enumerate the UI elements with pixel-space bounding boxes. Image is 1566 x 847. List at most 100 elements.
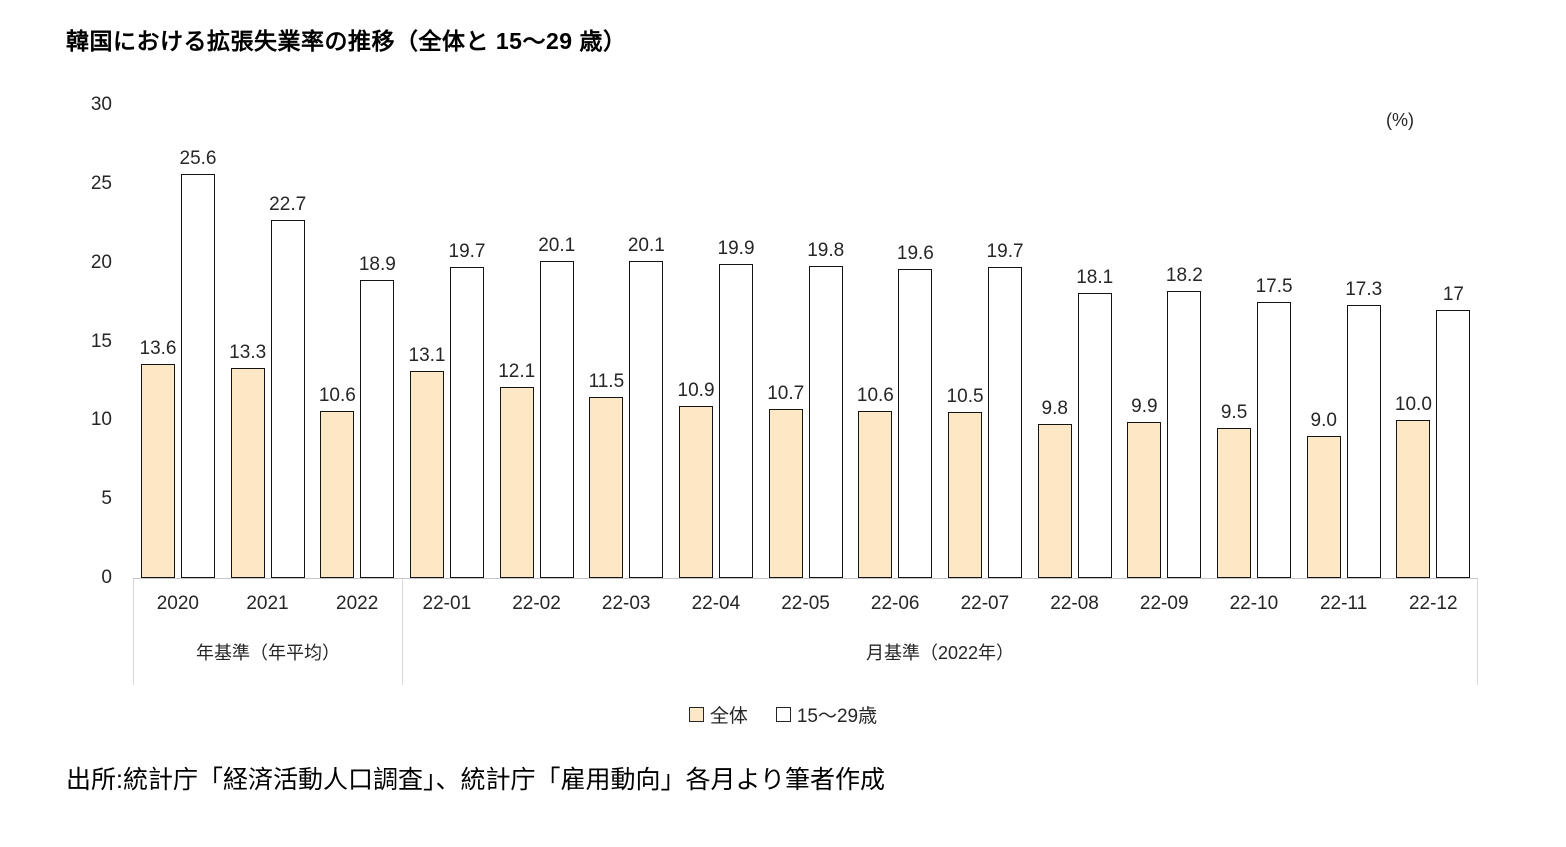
category-group: 13.3 22.7	[223, 105, 313, 578]
value-label-age15-29: 20.1	[627, 235, 665, 257]
legend-label-zentai: 全体	[709, 706, 748, 727]
y-tick-label: 20	[90, 251, 112, 273]
category-group: 10.6 18.9	[312, 105, 402, 578]
category-label: 22-02	[512, 593, 561, 614]
category-label: 22-10	[1229, 593, 1279, 614]
bar-age15-29	[898, 268, 933, 578]
category-group: 9.9 18.2	[1119, 105, 1209, 578]
category-group: 10.0 17	[1388, 105, 1478, 578]
bar-age15-29	[1167, 291, 1202, 578]
legend: 全体 15～29歳	[0, 701, 1566, 728]
category-group: 10.9 19.9	[671, 105, 761, 578]
bar-age15-29	[1346, 305, 1381, 578]
bar-age15-29	[1436, 309, 1471, 578]
bar-age15-29	[360, 280, 395, 578]
value-label-zentai: 12.1	[498, 361, 536, 383]
value-label-zentai: 10.5	[946, 386, 984, 408]
value-label-age15-29: 19.6	[896, 242, 934, 264]
value-label-age15-29: 19.9	[717, 238, 755, 260]
axis-group-label: 月基準（2022年）	[865, 643, 1015, 663]
category-group: 9.0 17.3	[1299, 105, 1389, 578]
bar-zentai	[141, 363, 175, 578]
value-label-age15-29: 17	[1442, 283, 1464, 305]
value-label-age15-29: 20.1	[538, 235, 576, 257]
category-group: 10.7 19.8	[761, 105, 851, 578]
bar-age15-29	[1257, 302, 1292, 578]
value-label-age15-29: 18.9	[358, 254, 396, 276]
category-label: 2021	[246, 593, 289, 614]
category-group: 13.1 19.7	[402, 105, 492, 578]
category-label: 2020	[156, 593, 199, 614]
value-label-zentai: 11.5	[588, 370, 625, 392]
category-label: 22-04	[691, 593, 741, 614]
value-label-zentai: 10.0	[1394, 394, 1432, 416]
bar-zentai	[858, 410, 893, 578]
bar-zentai	[1217, 428, 1252, 578]
value-label-zentai: 13.3	[229, 342, 267, 364]
value-label-zentai: 10.6	[318, 384, 356, 406]
value-label-zentai: 13.1	[408, 345, 446, 367]
value-label-age15-29: 17.5	[1255, 276, 1293, 298]
bar-zentai	[499, 387, 534, 578]
chart-title: 韓国における拡張失業率の推移（全体と 15～29 歳）	[66, 28, 627, 54]
bar-zentai	[410, 371, 445, 578]
category-label: 22-06	[870, 593, 920, 614]
bar-zentai	[1037, 423, 1072, 578]
plot-area: 13.6 25.6 13.3 22.7 10.6 18.9 13.1 19.7 12.1 20.1…	[133, 105, 1478, 578]
category-label: 22-03	[601, 593, 651, 614]
value-label-zentai: 10.6	[856, 384, 894, 406]
legend-item-zentai: 全体	[688, 701, 748, 728]
x-axis: 2020 2021 2022 22-01 22-02 22-03 22-04 22-05 22-…	[133, 578, 1478, 685]
category-label: 22-08	[1050, 593, 1099, 614]
legend-label-age15-29: 15～29歳	[796, 706, 878, 727]
bar-age15-29	[719, 264, 754, 578]
value-label-zentai: 10.9	[677, 380, 715, 402]
value-label-age15-29: 18.2	[1165, 265, 1203, 287]
y-tick-label: 5	[101, 488, 112, 510]
value-label-zentai: 9.8	[1041, 397, 1068, 419]
y-tick-label: 0	[101, 567, 112, 588]
bar-age15-29	[808, 265, 843, 578]
bar-zentai	[1396, 420, 1431, 578]
value-label-age15-29: 19.7	[986, 241, 1024, 263]
bar-zentai	[768, 409, 803, 578]
value-label-age15-29: 25.6	[179, 148, 217, 170]
value-label-age15-29: 18.1	[1076, 266, 1114, 288]
legend-swatch-zentai	[688, 707, 704, 722]
y-tick-label: 15	[90, 330, 112, 352]
bar-zentai	[948, 412, 983, 578]
category-group: 10.6 19.6	[850, 105, 940, 578]
bar-zentai	[1127, 421, 1162, 578]
value-label-age15-29: 19.8	[807, 239, 845, 261]
value-label-zentai: 13.6	[139, 337, 177, 359]
value-label-zentai: 10.7	[767, 383, 805, 405]
bar-zentai	[320, 410, 355, 578]
value-label-zentai: 9.9	[1131, 395, 1158, 417]
legend-swatch-age15-29	[775, 707, 791, 722]
value-label-age15-29: 22.7	[269, 194, 307, 216]
value-label-age15-29: 17.3	[1345, 279, 1383, 301]
bar-age15-29	[270, 220, 305, 578]
value-label-zentai: 9.0	[1310, 410, 1337, 432]
bar-zentai	[230, 368, 265, 578]
category-label: 22-09	[1139, 593, 1189, 614]
bar-age15-29	[629, 261, 664, 578]
category-label: 22-07	[960, 593, 1010, 614]
legend-item-age15-29: 15～29歳	[775, 701, 878, 728]
bar-age15-29	[988, 267, 1023, 578]
value-label-zentai: 9.5	[1220, 402, 1248, 424]
bar-zentai	[1306, 436, 1341, 578]
category-group: 9.5 17.5	[1209, 105, 1299, 578]
y-tick-label: 10	[90, 409, 112, 431]
category-group: 11.5 20.1	[581, 105, 671, 578]
bar-age15-29	[1077, 292, 1112, 578]
category-label: 22-11	[1319, 593, 1368, 614]
category-group: 12.1 20.1	[492, 105, 582, 578]
bar-zentai	[679, 406, 714, 578]
bar-age15-29	[181, 174, 215, 578]
value-label-age15-29: 19.7	[448, 241, 486, 263]
category-label-row: 2020 2021 2022 22-01 22-02 22-03 22-04 22-05 22-…	[133, 579, 1478, 615]
axis-group-label: 年基準（年平均）	[196, 643, 340, 663]
category-group: 9.8 18.1	[1030, 105, 1120, 578]
